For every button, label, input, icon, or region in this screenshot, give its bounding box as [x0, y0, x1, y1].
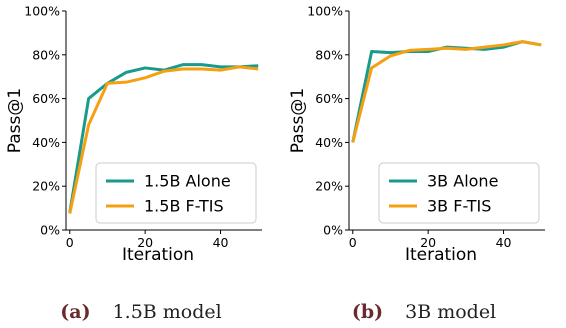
chart-b: 0% 20% 40% 60% 80% 100% 0 20 40 Iteration Pass@1 3B… — [288, 4, 545, 323]
legend-box — [95, 162, 257, 224]
subfigure-caption: (a) 1.5B model — [60, 301, 221, 323]
series-line-alone — [351, 40, 542, 143]
x-tick-label: 20 — [137, 235, 153, 250]
y-axis-title: Pass@1 — [5, 88, 25, 153]
legend-box — [378, 162, 540, 224]
y-axis-title: Pass@1 — [288, 88, 308, 153]
chart-panel-b: 0% 20% 40% 60% 80% 100% 0 20 40 Iteration Pass@1 3B… — [283, 0, 566, 328]
y-tick-label: 20% — [315, 179, 343, 194]
caption-text: 3B model — [405, 301, 496, 323]
x-tick-label: 0 — [66, 235, 74, 250]
y-tick-label: 0% — [323, 223, 343, 238]
caption-letter: (b) — [352, 301, 383, 323]
series-line-f-tis — [351, 40, 542, 143]
y-tick-label: 40% — [32, 135, 60, 150]
series-line-f-tis — [68, 65, 259, 214]
y-tick-label: 20% — [32, 179, 60, 194]
y-tick-label: 100% — [307, 4, 343, 19]
subfigure-caption: (b) 3B model — [352, 301, 496, 323]
chart-a: 0% 20% 40% 60% 80% 100% 0 20 40 Iteration Pass@1 1.… — [5, 4, 262, 323]
y-tick-label: 0% — [40, 223, 60, 238]
x-tick-label: 0 — [349, 235, 357, 250]
y-tick-label: 100% — [24, 4, 60, 19]
legend-entry: 1.5B F-TIS — [144, 197, 224, 216]
y-tick-label: 60% — [32, 91, 60, 106]
legend-entry: 3B Alone — [427, 172, 498, 191]
y-tick-label: 60% — [315, 91, 343, 106]
y-tick-label: 80% — [315, 47, 343, 62]
x-axis-title: Iteration — [405, 245, 477, 265]
caption-text: 1.5B model — [113, 301, 222, 323]
x-tick-label: 40 — [213, 235, 229, 250]
legend-entry: 1.5B Alone — [144, 172, 231, 191]
y-tick-label: 80% — [32, 47, 60, 62]
x-axis-title: Iteration — [122, 245, 194, 265]
chart-panel-a: 0% 20% 40% 60% 80% 100% 0 20 40 Iteration Pass@1 1.… — [5, 4, 262, 323]
y-tick-label: 40% — [315, 135, 343, 150]
x-tick-label: 20 — [420, 235, 436, 250]
x-tick-label: 40 — [496, 235, 512, 250]
caption-letter: (a) — [60, 301, 90, 323]
legend-entry: 3B F-TIS — [427, 197, 491, 216]
